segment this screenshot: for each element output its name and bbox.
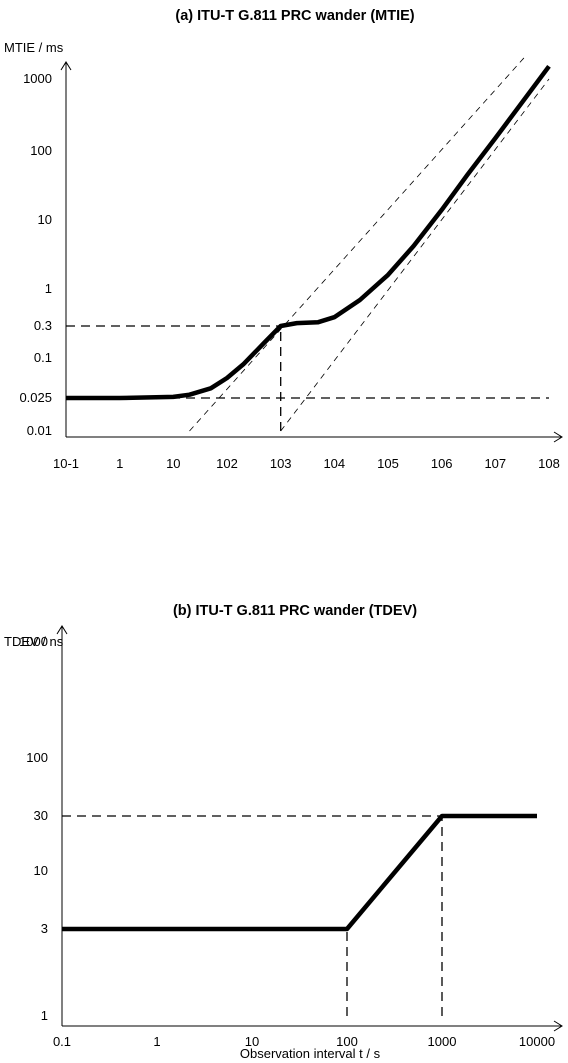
chart-a-x-tick-label: 105: [377, 456, 399, 471]
chart-b-reference-lines: [62, 815, 443, 1016]
chart-b-x-tick-labels: 0.1 1 10 100 1000 10000: [53, 1034, 555, 1049]
chart-a-x-tick-label: 104: [323, 456, 345, 471]
chart-a-x-tick-label: 106: [431, 456, 453, 471]
chart-a-y-tick-label: 10: [38, 212, 52, 227]
chart-b: (b) ITU-T G.811 PRC wander (TDEV) TDEV /…: [4, 603, 563, 1061]
chart-a-x-tick-label: 102: [216, 456, 238, 471]
chart-b-x-tick-label: 10: [245, 1034, 259, 1049]
chart-b-series: [62, 813, 537, 932]
chart-a-y-tick-label: 1: [45, 281, 52, 296]
chart-a-x-tick-label: 107: [484, 456, 506, 471]
chart-b-y-tick-label: 100: [26, 750, 48, 765]
chart-b-y-tick-label: 1: [41, 1008, 48, 1023]
chart-a-y-axis-arrowhead: [60, 61, 72, 71]
chart-b-series-line: [62, 813, 537, 932]
chart-b-y-axis-arrowhead: [56, 625, 68, 635]
chart-b-axes: [56, 625, 563, 1032]
chart-a-y-tick-label: 100: [30, 143, 52, 158]
chart-a-x-tick-label: 1: [116, 456, 123, 471]
chart-b-title: (b) ITU-T G.811 PRC wander (TDEV): [173, 603, 417, 619]
chart-b-x-tick-label: 10000: [519, 1034, 555, 1049]
chart-a-x-tick-label: 103: [270, 456, 292, 471]
chart-b-y-tick-label: 10: [34, 863, 48, 878]
chart-a-x-axis-arrowhead: [553, 431, 563, 443]
chart-a-y-tick-label: 0.01: [27, 423, 52, 438]
chart-b-y-tick-label: 30: [34, 808, 48, 823]
chart-a-x-tick-label: 10-1: [53, 456, 79, 471]
chart-b-y-tick-labels: 1 3 10 30 100 1000: [19, 634, 48, 1023]
chart-a-x-tick-label: 108: [538, 456, 560, 471]
chart-b-y-axis-label: TDEV / ns: [4, 634, 64, 649]
chart-a-reference-line: [280, 78, 550, 432]
chart-b-x-tick-label: 100: [336, 1034, 358, 1049]
chart-b-y-tick-label: 1000: [19, 634, 48, 649]
chart-b-x-tick-label: 1000: [428, 1034, 457, 1049]
chart-a-y-tick-label: 1000: [23, 71, 52, 86]
chart-b-y-tick-label: 3: [41, 921, 48, 936]
chart-a-y-axis-label: MTIE / ms: [4, 40, 64, 55]
chart-a-title: (a) ITU-T G.811 PRC wander (MTIE): [175, 8, 414, 24]
chart-b-x-tick-label: 1: [153, 1034, 160, 1049]
chart-b-x-tick-label: 0.1: [53, 1034, 71, 1049]
chart-a-x-tick-label: 10: [166, 456, 180, 471]
chart-a-axes: [60, 61, 563, 443]
chart-a-y-tick-label: 0.1: [34, 350, 52, 365]
chart-b-x-axis-label: Observation interval t / s: [240, 1046, 381, 1061]
chart-a-series: [66, 64, 551, 401]
chart-a-series-line: [66, 64, 551, 401]
chart-b-x-axis-arrowhead: [553, 1020, 563, 1032]
chart-a-reference-lines: [66, 57, 550, 432]
chart-a-x-tick-labels: 10-1 1 10 102 103 104 105 106 107 108: [53, 456, 560, 471]
chart-a-y-tick-label: 0.3: [34, 318, 52, 333]
chart-a-reference-line: [189, 57, 525, 432]
chart-a-y-tick-labels: 0.01 0.025 0.1 0.3 1 10 100 1000: [19, 71, 52, 438]
chart-a-y-tick-label: 0.025: [19, 390, 52, 405]
chart-a: (a) ITU-T G.811 PRC wander (MTIE) MTIE /…: [4, 8, 563, 471]
